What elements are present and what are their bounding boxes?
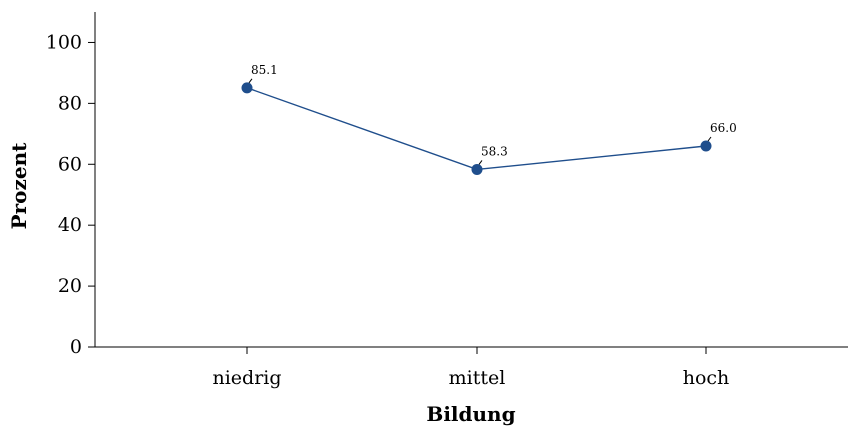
x-tick-label: niedrig (212, 367, 281, 389)
data-point (700, 140, 712, 152)
series-group: 85.1 58.3 66.0 (241, 63, 737, 175)
data-point (241, 82, 253, 94)
data-label-leader (248, 78, 253, 84)
y-tick-label: 20 (58, 275, 82, 297)
y-tick-label: 0 (70, 336, 82, 358)
data-label: 85.1 (251, 63, 278, 77)
x-axis-title: Bildung (426, 402, 515, 426)
y-tick-label: 40 (58, 214, 82, 236)
data-label-leader (478, 160, 483, 165)
series-line (246, 87, 707, 171)
x-tick-label: hoch (683, 367, 730, 389)
y-axis-title: Prozent (7, 142, 31, 230)
data-point (471, 163, 483, 175)
data-label: 58.3 (481, 144, 508, 158)
data-label: 66.0 (710, 121, 737, 135)
data-label-leader (707, 136, 712, 142)
x-axis: niedrig mittel hoch (95, 346, 848, 389)
y-tick-label: 100 (46, 31, 82, 53)
x-tick-label: mittel (449, 367, 506, 389)
y-axis: 0 20 40 60 80 100 (46, 12, 96, 358)
y-tick-label: 80 (58, 92, 82, 114)
y-tick-label: 60 (58, 153, 82, 175)
